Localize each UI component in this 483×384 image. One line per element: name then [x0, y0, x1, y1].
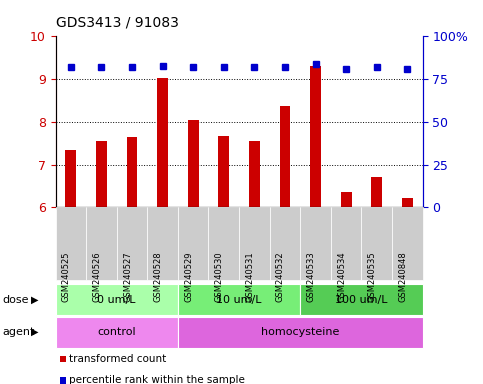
Text: GSM240526: GSM240526	[92, 251, 101, 302]
Text: GSM240529: GSM240529	[184, 251, 193, 302]
Bar	[371, 177, 382, 207]
Text: GSM240528: GSM240528	[154, 251, 163, 302]
Bar	[127, 137, 137, 207]
Bar	[96, 141, 107, 207]
Text: GSM240532: GSM240532	[276, 251, 285, 302]
Text: homocysteine: homocysteine	[261, 327, 340, 337]
Bar	[402, 198, 412, 207]
Text: GDS3413 / 91083: GDS3413 / 91083	[56, 15, 178, 29]
Text: control: control	[98, 327, 136, 337]
Text: agent: agent	[2, 327, 35, 337]
Text: GSM240535: GSM240535	[368, 251, 377, 302]
Text: GSM240527: GSM240527	[123, 251, 132, 302]
Text: GSM240531: GSM240531	[245, 251, 255, 302]
Text: ▶: ▶	[31, 295, 39, 305]
Text: GSM240525: GSM240525	[62, 251, 71, 302]
Bar	[188, 120, 199, 207]
Bar	[310, 66, 321, 207]
Text: transformed count: transformed count	[69, 354, 166, 364]
Text: 100 um/L: 100 um/L	[335, 295, 388, 305]
Text: GSM240534: GSM240534	[337, 251, 346, 302]
Text: dose: dose	[2, 295, 29, 305]
Text: ▶: ▶	[31, 327, 39, 337]
Text: 0 um/L: 0 um/L	[98, 295, 136, 305]
Text: GSM240530: GSM240530	[215, 251, 224, 302]
Text: percentile rank within the sample: percentile rank within the sample	[69, 375, 245, 384]
Bar	[341, 192, 352, 207]
Bar	[66, 150, 76, 207]
Text: 10 um/L: 10 um/L	[216, 295, 262, 305]
Bar	[218, 136, 229, 207]
Bar	[157, 78, 168, 207]
Bar	[280, 106, 290, 207]
Text: GSM240533: GSM240533	[307, 251, 315, 302]
Text: GSM240848: GSM240848	[398, 251, 407, 302]
Bar	[249, 141, 260, 207]
